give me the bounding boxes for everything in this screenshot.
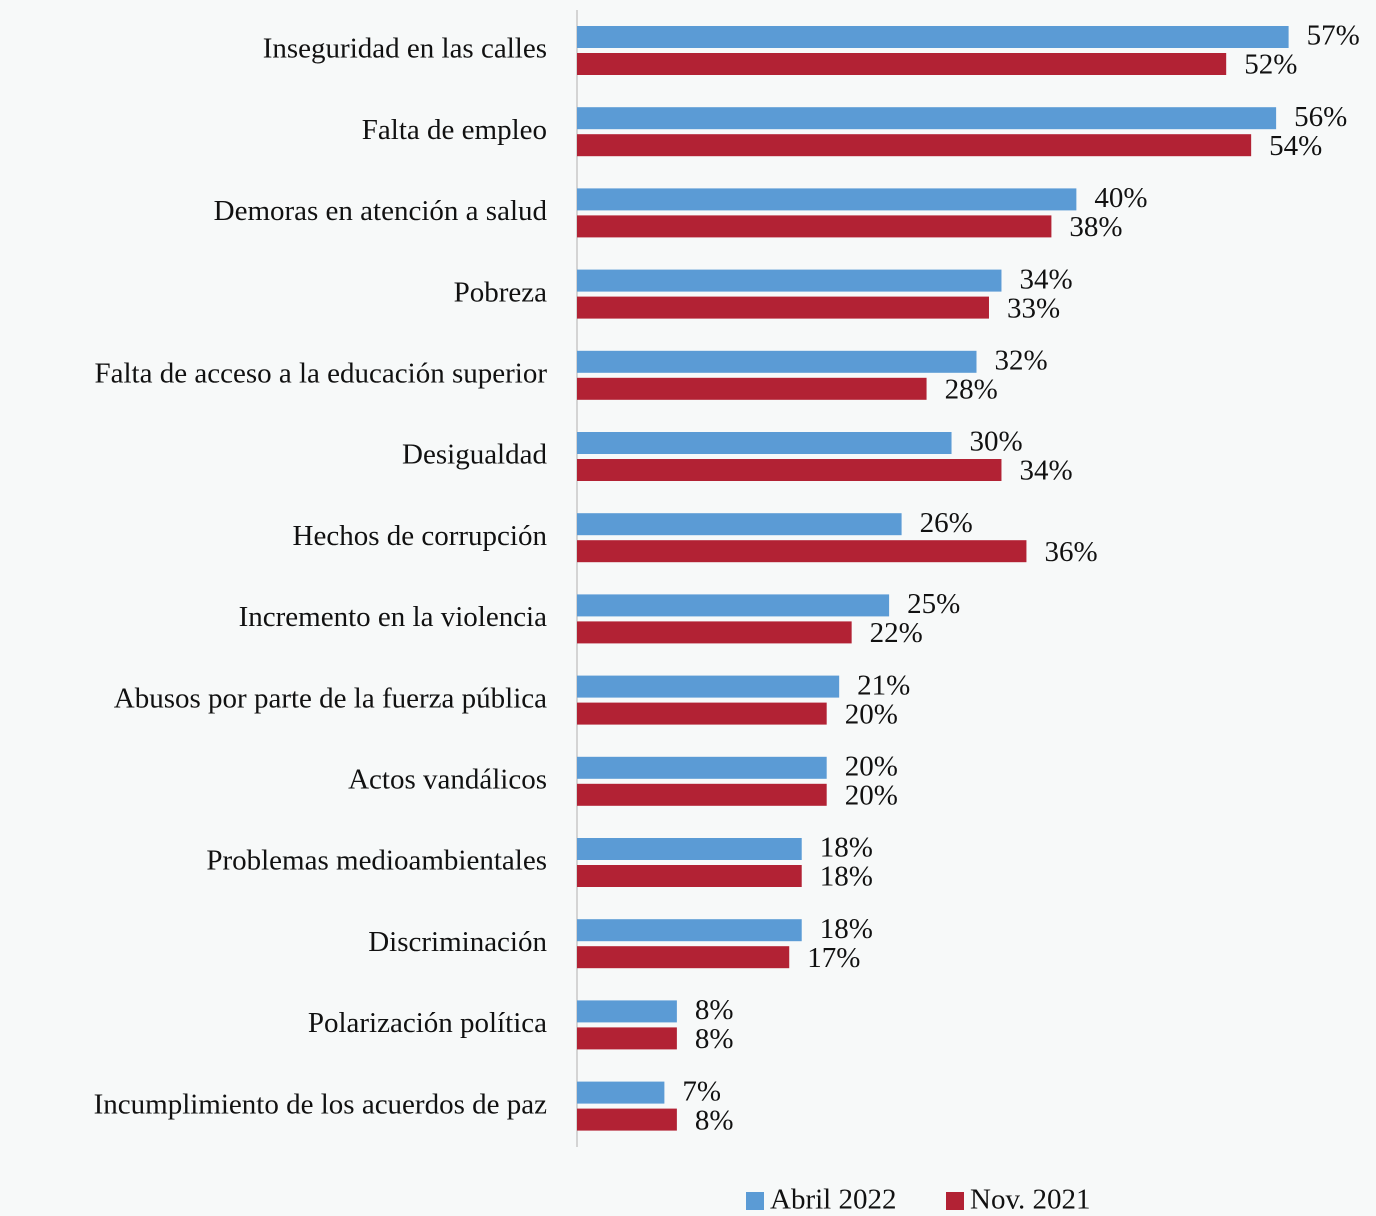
data-label: 38%: [1069, 211, 1122, 243]
category-label: Demoras en atención a salud: [214, 195, 548, 227]
data-label: 57%: [1307, 20, 1360, 52]
bar: [577, 296, 989, 319]
bar: [577, 1000, 677, 1023]
data-label: 33%: [1007, 292, 1060, 324]
data-label: 8%: [695, 994, 734, 1026]
legend-swatch: [946, 1192, 964, 1210]
data-label: 18%: [820, 913, 873, 945]
category-label: Abusos por parte de la fuerza pública: [114, 682, 547, 714]
data-label: 56%: [1294, 101, 1347, 133]
bar: [577, 1027, 677, 1050]
data-label: 21%: [857, 669, 910, 701]
bar: [577, 621, 852, 644]
data-label: 8%: [695, 1104, 734, 1136]
bar: [577, 432, 952, 454]
bar: [577, 107, 1277, 130]
category-label: Discriminación: [368, 926, 547, 958]
data-label: 18%: [820, 861, 873, 893]
data-label: 34%: [1019, 263, 1072, 295]
data-label: 28%: [945, 373, 998, 405]
data-label: 34%: [1019, 455, 1072, 487]
data-label: 40%: [1094, 182, 1147, 214]
bar: [577, 946, 790, 969]
bar: [577, 26, 1289, 48]
category-label: Actos vandálicos: [348, 763, 547, 795]
data-label: 54%: [1269, 130, 1322, 162]
bar: [577, 838, 802, 860]
category-label: Hechos de corrupción: [293, 520, 548, 552]
data-label: 25%: [907, 588, 960, 620]
data-label: 26%: [920, 507, 973, 539]
bar: [577, 134, 1252, 157]
category-label: Falta de empleo: [362, 114, 547, 146]
category-label: Falta de acceso a la educación superior: [94, 357, 547, 389]
legend-label: Nov. 2021: [970, 1184, 1091, 1216]
bar: [577, 459, 1002, 481]
legend-label: Abril 2022: [770, 1184, 896, 1216]
category-label: Desigualdad: [402, 439, 547, 471]
bar: [577, 594, 890, 617]
category-label: Inseguridad en las calles: [263, 33, 547, 65]
data-label: 8%: [695, 1023, 734, 1055]
bar: [577, 350, 977, 373]
bar: [577, 702, 827, 725]
data-label: 30%: [970, 426, 1023, 458]
category-label: Incumplimiento de los acuerdos de paz: [94, 1088, 548, 1120]
category-label: Pobreza: [454, 276, 548, 308]
data-label: 20%: [845, 698, 898, 730]
data-label: 20%: [845, 750, 898, 782]
data-label: 20%: [845, 779, 898, 811]
bar: [577, 1108, 677, 1131]
data-label: 18%: [820, 832, 873, 864]
bar: [577, 188, 1077, 211]
category-label: Polarización política: [308, 1007, 547, 1039]
bar: [577, 513, 902, 536]
bar: [577, 215, 1052, 238]
category-label: Problemas medioambientales: [206, 845, 547, 877]
data-label: 32%: [995, 344, 1048, 376]
bar: [577, 865, 802, 887]
bar: [577, 269, 1002, 292]
data-label: 36%: [1044, 536, 1097, 568]
data-label: 52%: [1244, 49, 1297, 81]
bar: [577, 1081, 665, 1104]
bar: [577, 756, 827, 779]
legend-swatch: [746, 1192, 764, 1210]
data-label: 22%: [870, 617, 923, 649]
data-label: 17%: [807, 942, 860, 974]
data-label: 7%: [682, 1075, 721, 1107]
bar: [577, 377, 927, 400]
bar: [577, 53, 1227, 75]
category-label: Incremento en la violencia: [239, 601, 548, 633]
bar: [577, 783, 827, 806]
bar: [577, 540, 1027, 563]
bar: [577, 675, 840, 698]
bar: [577, 919, 802, 942]
